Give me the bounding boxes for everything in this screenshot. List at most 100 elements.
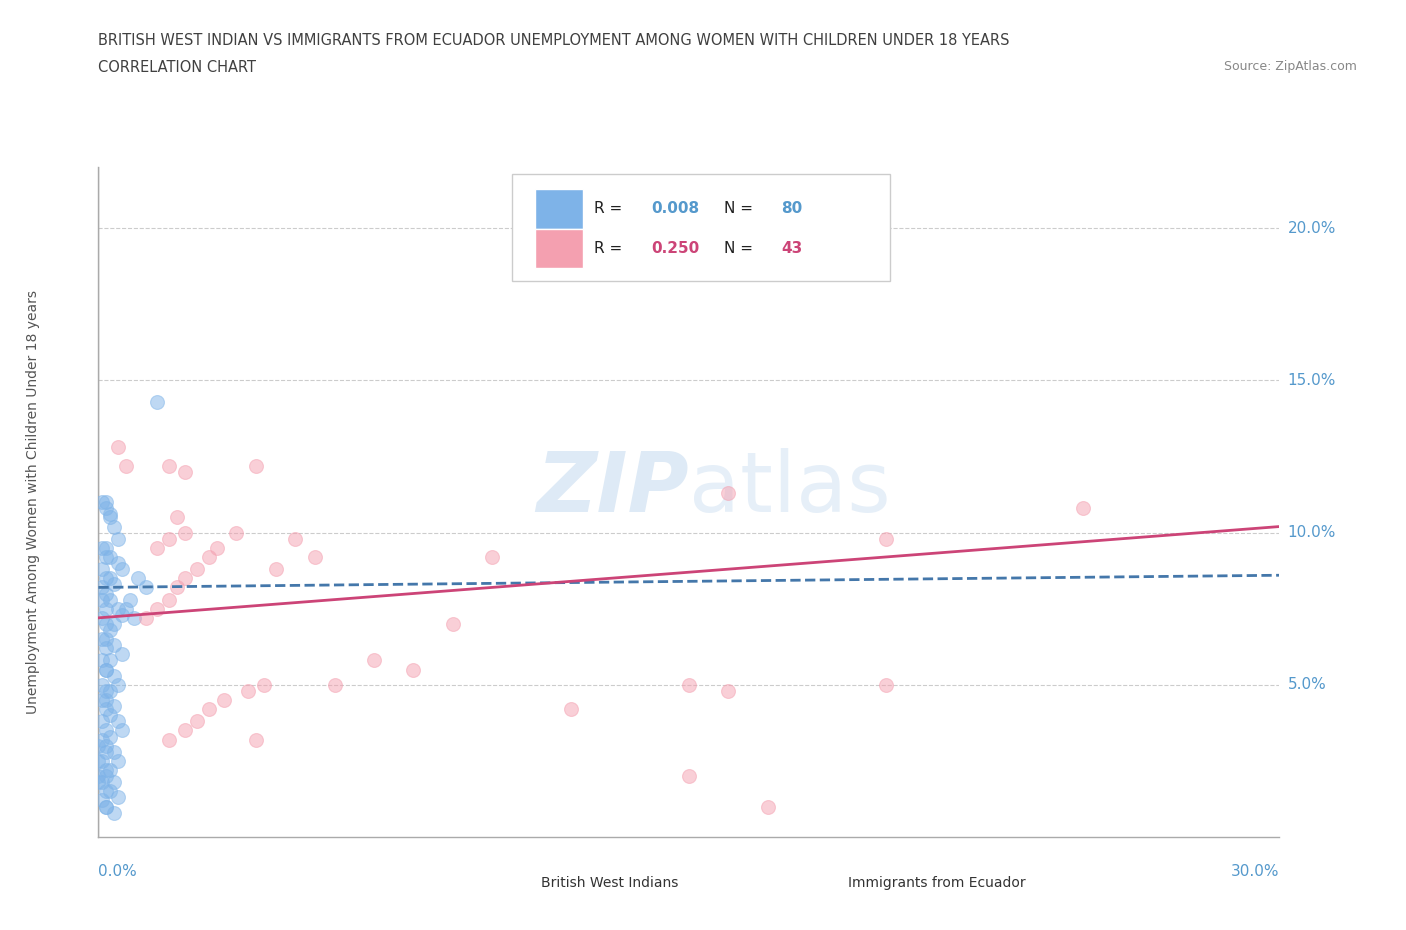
Text: BRITISH WEST INDIAN VS IMMIGRANTS FROM ECUADOR UNEMPLOYMENT AMONG WOMEN WITH CHI: BRITISH WEST INDIAN VS IMMIGRANTS FROM E…	[98, 33, 1010, 47]
Point	[122, 610, 145, 625]
Point	[166, 510, 188, 525]
Point	[157, 592, 180, 607]
Point	[166, 580, 188, 595]
Point	[157, 531, 180, 546]
Point	[91, 592, 114, 607]
Point	[107, 555, 129, 570]
Point	[98, 653, 121, 668]
Point	[103, 577, 125, 591]
Point	[245, 458, 267, 473]
Point	[225, 525, 247, 540]
Point	[875, 531, 897, 546]
Point	[197, 702, 219, 717]
Text: R =: R =	[595, 202, 627, 217]
Point	[91, 653, 114, 668]
Point	[91, 775, 114, 790]
Point	[96, 799, 118, 814]
FancyBboxPatch shape	[536, 189, 582, 229]
Point	[91, 610, 114, 625]
Point	[96, 702, 118, 717]
Point	[236, 684, 259, 698]
Point	[253, 677, 276, 692]
Point	[111, 647, 134, 662]
Point	[91, 693, 114, 708]
Point	[96, 784, 118, 799]
Point	[363, 653, 385, 668]
Point	[135, 580, 157, 595]
Point	[96, 684, 118, 698]
Point	[111, 562, 134, 577]
Point	[174, 464, 197, 479]
Point	[174, 571, 197, 586]
Point	[103, 638, 125, 653]
Point	[107, 440, 129, 455]
Point	[87, 775, 110, 790]
Point	[118, 592, 141, 607]
Point	[91, 732, 114, 747]
Point	[264, 562, 287, 577]
Point	[103, 617, 125, 631]
Point	[103, 775, 125, 790]
Point	[174, 723, 197, 737]
Text: ZIP: ZIP	[536, 448, 689, 529]
Point	[127, 571, 149, 586]
Point	[441, 617, 464, 631]
Point	[96, 540, 118, 555]
Text: CORRELATION CHART: CORRELATION CHART	[98, 60, 256, 75]
Point	[103, 698, 125, 713]
Text: N =: N =	[724, 241, 758, 256]
Point	[717, 684, 740, 698]
Point	[87, 753, 110, 768]
Point	[157, 732, 180, 747]
Point	[96, 501, 118, 516]
Point	[96, 495, 118, 510]
Point	[96, 662, 118, 677]
Point	[96, 550, 118, 565]
FancyBboxPatch shape	[512, 174, 890, 281]
Point	[87, 738, 110, 753]
Point	[481, 550, 503, 565]
Point	[91, 714, 114, 729]
Text: 5.0%: 5.0%	[1288, 677, 1326, 692]
Point	[107, 602, 129, 617]
Point	[96, 723, 118, 737]
Point	[103, 519, 125, 534]
Point	[245, 732, 267, 747]
Point	[91, 677, 114, 692]
Point	[111, 723, 134, 737]
Point	[146, 540, 169, 555]
Text: British West Indians: British West Indians	[541, 875, 679, 889]
Point	[98, 729, 121, 744]
Point	[98, 708, 121, 723]
Text: N =: N =	[724, 202, 758, 217]
Point	[284, 531, 307, 546]
Point	[91, 562, 114, 577]
Point	[115, 602, 138, 617]
Point	[875, 677, 897, 692]
FancyBboxPatch shape	[536, 229, 582, 268]
Point	[205, 540, 228, 555]
Point	[98, 784, 121, 799]
Point	[1071, 501, 1094, 516]
Point	[174, 525, 197, 540]
Text: 43: 43	[782, 241, 803, 256]
Point	[91, 753, 114, 768]
Point	[560, 702, 582, 717]
Text: atlas: atlas	[689, 448, 890, 529]
Point	[91, 793, 114, 808]
Point	[98, 510, 121, 525]
Point	[678, 769, 700, 784]
Point	[304, 550, 326, 565]
Point	[96, 602, 118, 617]
Text: 0.008: 0.008	[651, 202, 699, 217]
Point	[96, 617, 118, 631]
Point	[111, 607, 134, 622]
Point	[186, 562, 208, 577]
Point	[107, 714, 129, 729]
Point	[98, 592, 121, 607]
Point	[96, 662, 118, 677]
Point	[146, 602, 169, 617]
Point	[96, 763, 118, 777]
Point	[98, 763, 121, 777]
Text: 10.0%: 10.0%	[1288, 525, 1336, 540]
